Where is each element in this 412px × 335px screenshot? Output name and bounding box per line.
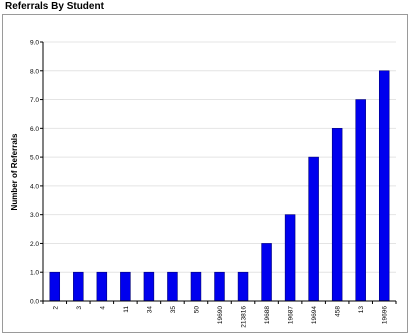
bar-34 (143, 271, 155, 302)
x-tick-label: 19694 (311, 306, 318, 324)
x-tick-label: 458 (335, 306, 342, 317)
x-tick-label: 3 (76, 306, 83, 310)
bar-213816 (237, 271, 249, 302)
bar-2 (49, 271, 61, 302)
x-tick-label: 13 (358, 306, 365, 314)
tick-labels: 0.01.02.03.04.05.06.07.08.09.02 3 4 11 34 35 5… (30, 40, 389, 328)
bar-19690 (214, 271, 225, 302)
x-tick-label: 50 (193, 306, 200, 314)
x-tick-label: 35 (170, 306, 177, 314)
x-tick-label: 19696 (382, 306, 389, 324)
y-tick-label: 4.0 (30, 183, 39, 190)
y-tick-label: 6.0 (30, 126, 39, 133)
gridlines (43, 41, 396, 273)
bar-19696 (378, 70, 390, 302)
bar-50 (190, 271, 202, 302)
bar-19694 (308, 156, 319, 302)
y-tick-label: 1.0 (30, 270, 39, 277)
bar-35 (167, 271, 178, 302)
x-tick-label: 2 (52, 306, 59, 310)
x-tick-label: 19687 (288, 306, 295, 324)
x-tick-label: 213816 (241, 306, 248, 328)
bar-4 (96, 271, 108, 302)
y-tick-label: 7.0 (30, 97, 39, 104)
x-tick-label: 11 (123, 306, 130, 313)
y-axis-label: Number of Referrals (10, 133, 19, 210)
x-tick-label: 34 (146, 306, 153, 314)
x-tick-label: 19690 (217, 306, 224, 324)
y-tick-label: 9.0 (30, 40, 39, 47)
bars (49, 70, 390, 302)
y-tick-label: 3.0 (30, 212, 39, 219)
x-tick-label: 19688 (264, 306, 271, 324)
bar-13 (355, 99, 366, 302)
chart-title: Referrals By Student (5, 1, 104, 12)
bar-458 (331, 128, 343, 302)
y-tick-label: 8.0 (30, 68, 39, 75)
bar-11 (120, 271, 131, 302)
x-tick-label: 4 (99, 306, 106, 310)
bar-19688 (261, 243, 272, 302)
bar-3 (73, 271, 84, 302)
y-tick-label: 2.0 (30, 241, 39, 248)
y-tick-label: 5.0 (30, 155, 39, 162)
y-tick-label: 0.0 (30, 299, 39, 306)
bar-19687 (284, 214, 296, 302)
axes (40, 41, 397, 304)
